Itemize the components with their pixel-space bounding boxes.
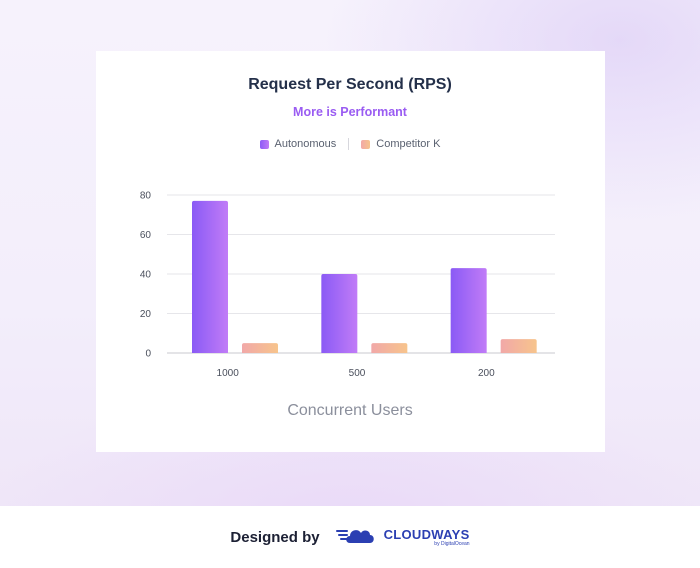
y-tick-label: 0 (145, 349, 151, 360)
bar-competitor-1000[interactable] (242, 343, 278, 353)
x-axis-ticks: 1000 500 200 (217, 368, 496, 379)
y-axis-ticks: 0 20 40 60 80 (140, 191, 152, 360)
brand-name: CLOUDWAYS (383, 526, 470, 542)
y-tick-label: 60 (140, 230, 152, 241)
legend-label-competitor: Competitor K (376, 138, 441, 150)
brand-text: CLOUDWAYS by DigitalOcean (384, 528, 470, 547)
legend-item-autonomous: Autonomous (259, 138, 337, 150)
x-axis-label: Concurrent Users (287, 402, 413, 419)
legend-item-competitor: Competitor K (361, 138, 440, 150)
y-tick-label: 80 (140, 191, 152, 202)
chart-subtitle: More is Performant (293, 105, 407, 119)
grid-lines (167, 194, 555, 354)
legend-label-autonomous: Autonomous (274, 138, 337, 150)
chart-card (96, 51, 605, 452)
bar-competitor-500[interactable] (371, 343, 408, 353)
legend-swatch-autonomous (259, 139, 269, 149)
x-tick-label: 1000 (217, 368, 240, 379)
bar-competitor-200[interactable] (500, 339, 537, 353)
bars (192, 200, 537, 353)
y-tick-label: 40 (140, 270, 152, 281)
y-tick-label: 20 (140, 309, 152, 320)
legend-divider (348, 138, 350, 150)
cloud-icon (335, 523, 378, 552)
bar-autonomous-500[interactable] (321, 274, 358, 353)
x-tick-label: 200 (478, 368, 495, 379)
legend: Autonomous Competitor K (0, 138, 700, 150)
bar-chart: 0 20 40 60 80 1000 500 200 (140, 191, 555, 379)
footer: Designed by CLOUDWAYS by DigitalOcean (0, 506, 700, 568)
x-tick-label: 500 (349, 368, 366, 379)
chart-title: Request Per Second (RPS) (248, 76, 452, 93)
brand-sub: by DigitalOcean (434, 540, 470, 547)
designed-by-text: Designed by (230, 528, 320, 546)
bar-autonomous-200[interactable] (450, 268, 487, 353)
cloudways-logo[interactable]: CLOUDWAYS by DigitalOcean (335, 523, 470, 552)
bar-autonomous-1000[interactable] (192, 200, 228, 353)
legend-swatch-competitor (361, 139, 371, 149)
